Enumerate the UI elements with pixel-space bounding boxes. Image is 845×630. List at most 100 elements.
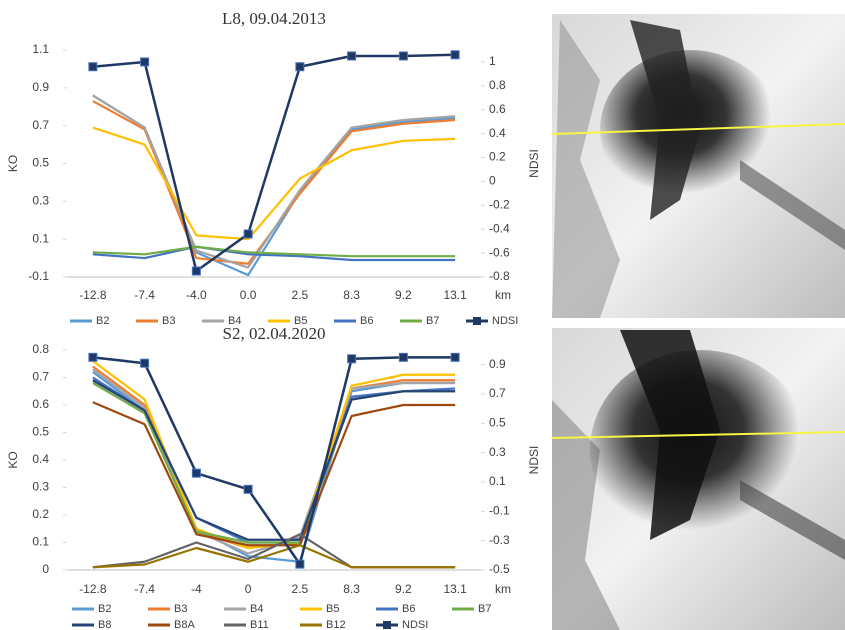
y2-tick-label: 1 xyxy=(489,54,496,68)
y2-tick-label: 0.7 xyxy=(489,386,506,400)
x-tick-label: 13.1 xyxy=(443,582,467,596)
y-axis-label: KO xyxy=(6,451,20,468)
legend-label: B7 xyxy=(478,603,491,615)
x-tick-label: -12.8 xyxy=(79,582,107,596)
x-tick-label: 9.2 xyxy=(395,582,412,596)
series-line xyxy=(93,378,455,543)
legend-label: B4 xyxy=(250,603,263,615)
series-line xyxy=(93,55,455,271)
data-point xyxy=(348,52,356,60)
data-point xyxy=(192,469,200,477)
y2-tick-label: -0.2 xyxy=(489,197,510,211)
x-tick-label: -7.4 xyxy=(134,288,155,302)
x-tick-label: 13.1 xyxy=(443,288,467,302)
y2-axis-label: NDSI xyxy=(527,149,541,178)
x-tick-label: 0.0 xyxy=(240,288,257,302)
series-line xyxy=(93,101,455,264)
data-point xyxy=(451,51,459,59)
data-point xyxy=(89,63,97,71)
legend-label: B3 xyxy=(162,315,175,327)
data-point xyxy=(451,353,459,361)
y-tick-label: 0.5 xyxy=(32,425,49,439)
y2-tick-label: 0.1 xyxy=(489,474,506,488)
data-point xyxy=(399,353,407,361)
satellite-image-1 xyxy=(552,14,845,318)
legend-label: B6 xyxy=(360,315,373,327)
y-tick-label: -0.1 xyxy=(28,269,49,283)
y-tick-label: 0.1 xyxy=(32,535,49,549)
y-tick-label: 1.1 xyxy=(32,42,49,56)
data-point xyxy=(141,58,149,66)
series-line xyxy=(93,372,455,562)
x-tick-label: 0 xyxy=(245,582,252,596)
y2-tick-label: -0.5 xyxy=(489,562,510,576)
y2-axis-label: NDSI xyxy=(527,446,541,475)
data-point xyxy=(244,230,252,238)
y2-tick-label: 0.8 xyxy=(489,78,506,92)
series-line xyxy=(93,545,455,567)
y-tick-label: 0.7 xyxy=(32,370,49,384)
legend-label: B8 xyxy=(98,619,111,630)
y2-tick-label: 0.4 xyxy=(489,126,506,140)
legend-label: B2 xyxy=(98,603,111,615)
x-axis-label: km xyxy=(495,582,511,596)
x-tick-label: -4 xyxy=(191,582,202,596)
series-line xyxy=(93,367,455,549)
y-tick-label: 0 xyxy=(42,562,49,576)
y-tick-label: 0.4 xyxy=(32,452,49,466)
data-point xyxy=(296,560,304,568)
legend-marker xyxy=(473,317,481,325)
y2-tick-label: -0.8 xyxy=(489,269,510,283)
y-tick-label: 0.1 xyxy=(32,231,49,245)
y-tick-label: 0.2 xyxy=(32,507,49,521)
y2-tick-label: 0.2 xyxy=(489,150,506,164)
y2-tick-label: 0.3 xyxy=(489,445,506,459)
legend-label: NDSI xyxy=(492,315,518,327)
y2-tick-label: 0.5 xyxy=(489,416,506,430)
y2-tick-label: -0.1 xyxy=(489,504,510,518)
x-tick-label: 9.2 xyxy=(395,288,412,302)
legend-label: B2 xyxy=(96,315,109,327)
series-line xyxy=(93,95,455,275)
series-line xyxy=(93,95,455,267)
data-point xyxy=(141,359,149,367)
data-point xyxy=(296,63,304,71)
y-axis-label: KO xyxy=(6,155,20,172)
legend-label: B7 xyxy=(426,315,439,327)
legend-marker xyxy=(383,621,391,629)
legend-label: NDSI xyxy=(402,619,428,630)
x-tick-label: -4.0 xyxy=(186,288,207,302)
x-tick-label: 2.5 xyxy=(292,288,309,302)
legend-label: B5 xyxy=(326,603,339,615)
y2-tick-label: 0.9 xyxy=(489,357,506,371)
y2-tick-label: 0.6 xyxy=(489,102,506,116)
y-tick-label: 0.3 xyxy=(32,194,49,208)
data-point xyxy=(348,355,356,363)
data-point xyxy=(89,353,97,361)
x-tick-label: -12.8 xyxy=(79,288,107,302)
legend-label: B11 xyxy=(250,619,269,630)
legend-label: B6 xyxy=(402,603,415,615)
satellite-image-2 xyxy=(552,328,845,630)
data-point xyxy=(399,52,407,60)
chart-title: L8, 09.04.2013 xyxy=(222,9,326,28)
legend-label: B8A xyxy=(174,619,195,630)
series-line xyxy=(93,402,455,545)
x-tick-label: 8.3 xyxy=(343,582,360,596)
x-tick-label: 2.5 xyxy=(292,582,309,596)
x-tick-label: -7.4 xyxy=(134,582,155,596)
x-axis-label: km xyxy=(495,288,511,302)
x-tick-label: 8.3 xyxy=(343,288,360,302)
y-tick-label: 0.5 xyxy=(32,156,49,170)
series-line xyxy=(93,128,455,240)
series-line xyxy=(93,361,455,548)
data-point xyxy=(244,485,252,493)
legend-label: B3 xyxy=(174,603,187,615)
legend-label: B12 xyxy=(326,619,346,630)
y2-tick-label: 0 xyxy=(489,174,496,188)
chart-title: S2, 02.04.2020 xyxy=(223,324,326,343)
y-tick-label: 0.8 xyxy=(32,342,49,356)
y-tick-label: 0.9 xyxy=(32,80,49,94)
y-tick-label: 0.3 xyxy=(32,480,49,494)
y-tick-label: 0.7 xyxy=(32,118,49,132)
